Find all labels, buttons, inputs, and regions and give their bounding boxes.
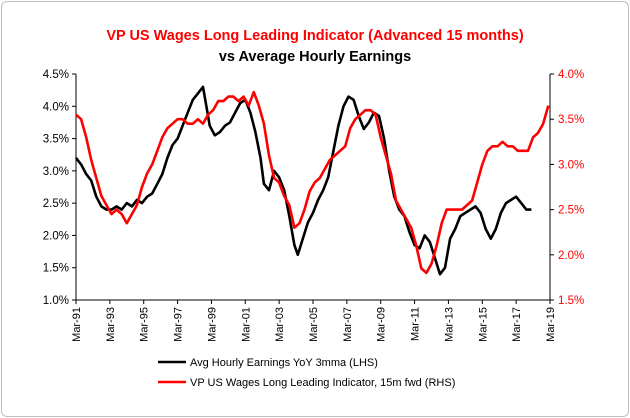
x-tick-label: Mar-19 xyxy=(545,307,557,342)
axes: 1.0% 1.5% 2.0% 2.5% 3.0% 3.5% 4.0% 4.5% 1.5% 2.0%… xyxy=(43,69,584,342)
x-tick-label: Mar-15 xyxy=(477,307,489,342)
series-line-earnings xyxy=(74,85,532,276)
legend-label-earnings: Avg Hourly Earnings YoY 3mma (LHS) xyxy=(190,357,378,369)
y-left-tick-label: 4.5% xyxy=(43,69,69,81)
chart-title: VP US Wages Long Leading Indicator (Adva… xyxy=(106,28,524,44)
y-right-tick-label: 4.0% xyxy=(558,69,584,81)
x-tick-label: Mar-03 xyxy=(274,307,286,342)
y-right-tick-label: 1.5% xyxy=(558,295,584,307)
x-tick-label: Mar-91 xyxy=(71,307,83,342)
y-right-tick-label: 3.5% xyxy=(558,114,584,126)
x-tick-label: Mar-11 xyxy=(410,307,422,341)
y-left-tick-label: 4.0% xyxy=(43,101,69,113)
series-line-leading-indicator xyxy=(75,90,550,275)
x-tick-label: Mar-97 xyxy=(173,307,185,342)
x-tick-label: Mar-99 xyxy=(206,307,218,342)
y-right-tick-label: 2.0% xyxy=(558,250,584,262)
x-tick-label: Mar-13 xyxy=(443,307,455,342)
series-layer xyxy=(74,85,550,276)
x-tick-label: Mar-01 xyxy=(240,307,252,342)
legend-label-leading-indicator: VP US Wages Long Leading Indicator, 15m … xyxy=(190,377,455,389)
y-left-tick-label: 3.0% xyxy=(43,166,69,178)
y-left-tick-label: 2.0% xyxy=(43,230,69,242)
x-tick-label: Mar-93 xyxy=(105,307,117,342)
y-left-tick-label: 1.5% xyxy=(43,263,69,275)
x-tick-label: Mar-05 xyxy=(308,307,320,342)
x-tick-label: Mar-07 xyxy=(342,307,354,342)
y-left-tick-label: 3.5% xyxy=(43,134,69,146)
legend: Avg Hourly Earnings YoY 3mma (LHS) VP US… xyxy=(158,357,455,389)
y-right-tick-label: 3.0% xyxy=(558,159,584,171)
x-tick-label: Mar-17 xyxy=(511,307,523,342)
x-tick-label: Mar-95 xyxy=(139,307,151,342)
x-tick-label: Mar-09 xyxy=(376,307,388,342)
y-right-tick-label: 2.5% xyxy=(558,205,584,217)
chart-subtitle: vs Average Hourly Earnings xyxy=(218,49,412,65)
y-left-tick-label: 1.0% xyxy=(43,295,69,307)
y-left-tick-label: 2.5% xyxy=(43,198,69,210)
